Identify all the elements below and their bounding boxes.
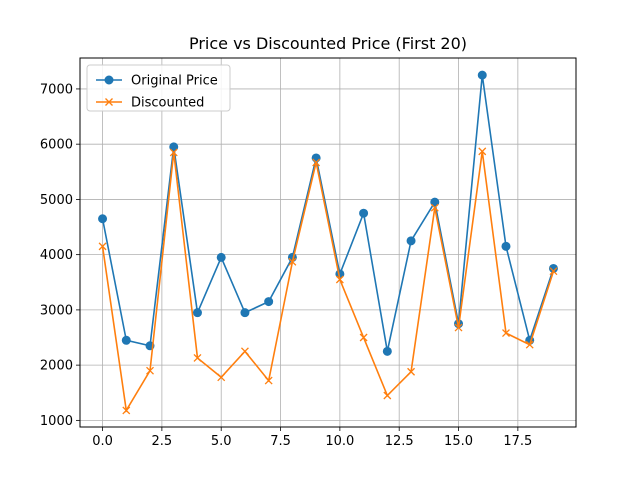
x-tick-label: 2.5 [152, 434, 173, 449]
data-point [193, 353, 202, 362]
data-point [549, 267, 558, 276]
plot-area-frame [79, 57, 577, 428]
x-tick-label: 12.5 [385, 434, 414, 449]
legend-marker [105, 98, 113, 106]
data-point [288, 257, 297, 266]
y-tick-label: 1000 [40, 414, 73, 429]
y-tick-label: 7000 [40, 82, 73, 97]
data-point [502, 329, 510, 338]
y-tick-label: 3000 [40, 303, 73, 318]
data-point [312, 158, 321, 167]
legend-item: Original Price [96, 74, 218, 89]
data-point [264, 376, 273, 385]
series-line [101, 75, 555, 352]
data-point [264, 297, 274, 307]
data-point [240, 308, 250, 318]
data-point [359, 333, 368, 342]
data-point [454, 323, 463, 332]
series-line [101, 151, 555, 413]
data-point [217, 373, 226, 382]
y-tick-label: 2000 [40, 359, 73, 374]
data-point [169, 148, 178, 157]
legend-label: Original Price [131, 74, 218, 89]
x-tick-label: 7.5 [270, 434, 291, 449]
data-point [383, 391, 392, 400]
series-discounted [98, 147, 558, 415]
data-point [335, 275, 344, 284]
data-point [477, 70, 487, 80]
data-point [98, 214, 108, 224]
data-point [240, 347, 249, 356]
data-point [430, 197, 440, 207]
data-point [501, 241, 511, 251]
grid-lines [80, 58, 576, 427]
x-tick-label: 5.0 [211, 434, 232, 449]
legend-marker [104, 75, 114, 85]
y-tick-label: 4000 [40, 248, 73, 263]
legend-label: Discounted [131, 96, 204, 111]
x-tick-label: 0.0 [92, 434, 113, 449]
x-tick-label: 15.0 [444, 434, 473, 449]
axis-ticks: 0.0 2.5 5.0 7.5 10.0 12.5 15.0 17.5 1000 2000 3000… [40, 82, 532, 449]
data-point [406, 236, 416, 246]
data-point [169, 142, 179, 152]
data-point [216, 252, 226, 262]
data-point [146, 366, 154, 375]
series-original-price [98, 70, 558, 356]
data-point [525, 340, 534, 349]
legend: Original Price Discounted [86, 64, 231, 112]
chart-title: Price vs Discounted Price (First 20) [189, 34, 467, 53]
x-tick-label: 10.0 [325, 434, 354, 449]
y-tick-label: 5000 [40, 193, 73, 208]
legend-box [86, 64, 231, 112]
x-tick-label: 17.5 [503, 434, 532, 449]
data-point [192, 308, 202, 318]
data-point [407, 367, 416, 376]
series-lines [98, 70, 558, 415]
data-point [121, 335, 131, 345]
data-point [359, 208, 369, 218]
data-point [430, 203, 439, 212]
data-point [382, 346, 392, 356]
data-point [122, 406, 131, 415]
data-point [98, 242, 107, 251]
data-point [311, 153, 321, 163]
y-tick-label: 6000 [40, 138, 73, 153]
legend-item: Discounted [96, 96, 204, 111]
data-point [478, 147, 487, 156]
